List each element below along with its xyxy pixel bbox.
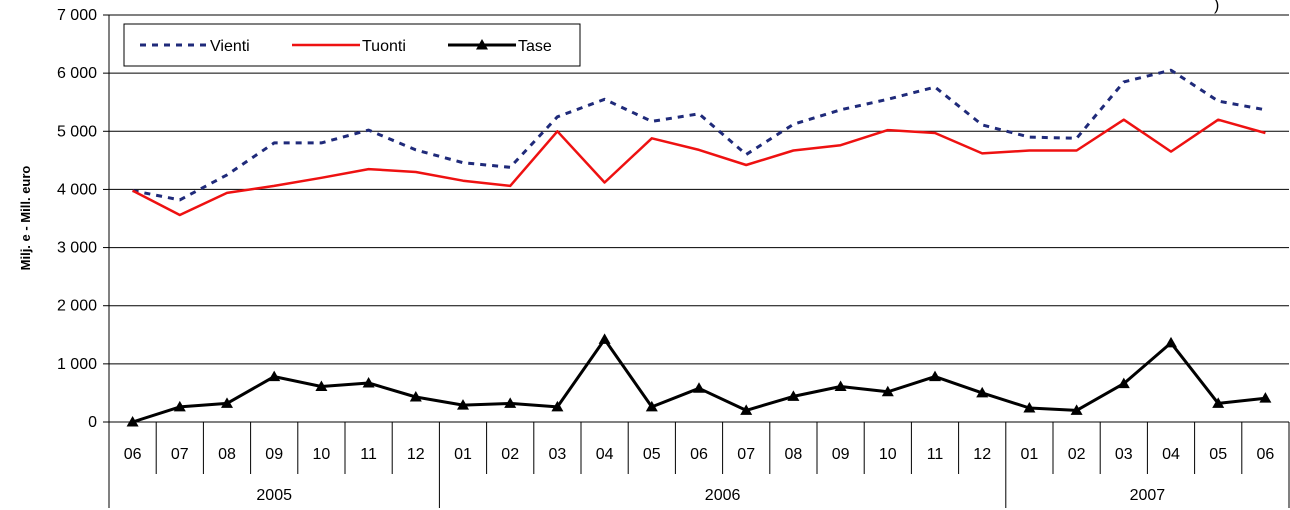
data-point [693, 382, 705, 393]
x-tick-label: 12 [973, 446, 991, 463]
data-point [504, 397, 517, 408]
data-point [1023, 402, 1036, 413]
x-tick-label: 05 [1209, 446, 1227, 463]
y-tick-label: 1 000 [57, 356, 97, 373]
y-tick-label: 5 000 [57, 123, 97, 140]
x-tick-label: 10 [879, 446, 897, 463]
year-label: 2007 [1130, 487, 1166, 504]
data-point [1070, 404, 1083, 415]
x-tick-label: 03 [549, 446, 567, 463]
gridlines [109, 14, 1289, 365]
x-tick-label: 08 [785, 446, 803, 463]
y-tick-label: 2 000 [57, 298, 97, 315]
data-point [976, 386, 989, 398]
series-tase [126, 333, 1272, 427]
series-tuonti [132, 118, 1266, 217]
data-point [268, 370, 281, 382]
data-point [409, 390, 422, 402]
x-tick-label: 06 [124, 446, 142, 463]
y-tick-label: 6 000 [57, 65, 97, 82]
x-tick-label: 02 [501, 446, 519, 463]
data-point [881, 385, 894, 397]
data-point [457, 399, 469, 410]
legend-label: Tuonti [362, 38, 406, 55]
year-label: 2006 [705, 487, 741, 504]
x-tick-label: 07 [737, 446, 755, 463]
series-line-tuonti [132, 118, 1266, 217]
data-point [645, 400, 658, 412]
series-layer [126, 68, 1272, 427]
legend-label: Tase [518, 38, 552, 55]
x-tick-label: 10 [313, 446, 331, 463]
legend-label: Vienti [210, 38, 250, 55]
data-point [551, 400, 564, 412]
data-point [173, 400, 186, 412]
data-point [1165, 336, 1177, 348]
legend-marker [476, 39, 488, 50]
x-tick-label: 11 [927, 446, 944, 463]
y-axis-label: Milj. e - Mill. euro [18, 166, 33, 271]
y-tick-label: 4 000 [57, 181, 97, 198]
data-point [1117, 377, 1130, 389]
x-tick-label: 07 [171, 446, 189, 463]
data-point [362, 377, 375, 388]
x-tick-label: 04 [1162, 446, 1180, 463]
y-tick-label: 3 000 [57, 240, 97, 257]
top-right-fragment: ) [1214, 0, 1219, 14]
data-point [221, 397, 233, 408]
data-point [929, 370, 941, 382]
data-point [1259, 392, 1272, 403]
x-tick-label: 08 [218, 446, 236, 463]
x-tick-label: 11 [360, 446, 377, 463]
data-point [315, 380, 328, 392]
year-label: 2005 [256, 487, 292, 504]
data-point [598, 333, 611, 344]
data-point [1212, 397, 1225, 408]
y-tick-label: 7 000 [57, 7, 97, 24]
data-point [126, 416, 139, 427]
x-tick-label: 05 [643, 446, 661, 463]
x-tick-label: 01 [1021, 446, 1039, 463]
series-line-vienti [132, 68, 1266, 202]
series-vienti [132, 68, 1266, 202]
data-point [787, 390, 800, 401]
data-point [740, 404, 753, 415]
data-point [834, 380, 847, 392]
x-tick-label: 06 [1257, 446, 1275, 463]
y-tick-label: 0 [88, 414, 97, 431]
x-tick-label: 09 [265, 446, 283, 463]
x-tick-label: 06 [690, 446, 708, 463]
legend: Vienti Tuonti Tase [123, 23, 581, 67]
x-tick-label: 03 [1115, 446, 1133, 463]
x-tick-label: 01 [454, 446, 472, 463]
y-axis: 0 1 000 2 000 3 000 4 000 5 000 6 000 7 000 [57, 7, 110, 431]
x-tick-label: 09 [832, 446, 850, 463]
x-tick-label: 12 [407, 446, 425, 463]
x-tick-label: 02 [1068, 446, 1086, 463]
x-axis: 06 07 08 09 10 11 12 01 02 03 04 05 06 07 08 09 10 11 12 01… [108, 421, 1290, 508]
x-tick-label: 04 [596, 446, 614, 463]
